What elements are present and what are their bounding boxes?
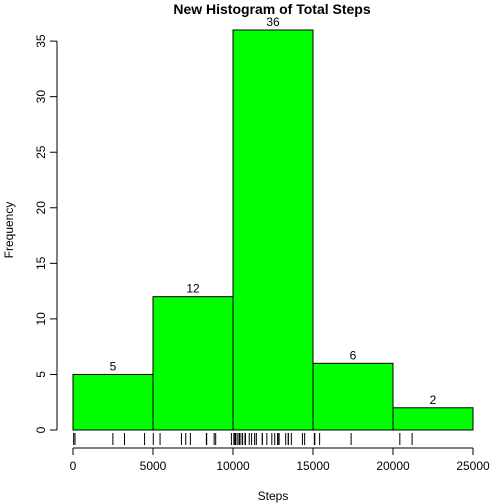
- histogram-bar: [313, 363, 393, 430]
- bar-count-label: 2: [430, 393, 437, 407]
- x-tick-label: 5000: [140, 459, 167, 473]
- histogram-bar: [73, 374, 153, 430]
- x-tick-label: 20000: [376, 459, 410, 473]
- x-tick-label: 15000: [296, 459, 330, 473]
- x-axis: 0 5000 10000 15000 20000 25000: [70, 448, 490, 473]
- x-tick-label: 0: [70, 459, 77, 473]
- y-tick-label: 30: [34, 90, 48, 104]
- x-tick-label: 10000: [216, 459, 250, 473]
- y-axis: 0 5 10 15 20 25 30 35: [34, 34, 57, 433]
- y-tick-label: 35: [34, 34, 48, 48]
- y-tick-label: 15: [34, 256, 48, 270]
- bar-count-label: 6: [350, 348, 357, 362]
- bar-count-label: 12: [186, 282, 200, 296]
- y-tick-label: 10: [34, 312, 48, 326]
- y-tick-label: 20: [34, 201, 48, 215]
- bar-count-label: 36: [266, 15, 280, 29]
- y-tick-label: 25: [34, 145, 48, 159]
- histogram-bar: [233, 30, 313, 430]
- bars-group: [73, 30, 473, 430]
- histogram-bar: [153, 297, 233, 430]
- x-axis-label: Steps: [258, 489, 289, 503]
- bar-count-label: 5: [110, 359, 117, 373]
- x-tick-label: 25000: [456, 459, 490, 473]
- y-axis-label: Frequency: [2, 202, 16, 259]
- y-tick-label: 0: [34, 426, 48, 433]
- histogram-bar: [393, 408, 473, 430]
- y-tick-label: 5: [34, 371, 48, 378]
- rug-marks: [74, 433, 412, 445]
